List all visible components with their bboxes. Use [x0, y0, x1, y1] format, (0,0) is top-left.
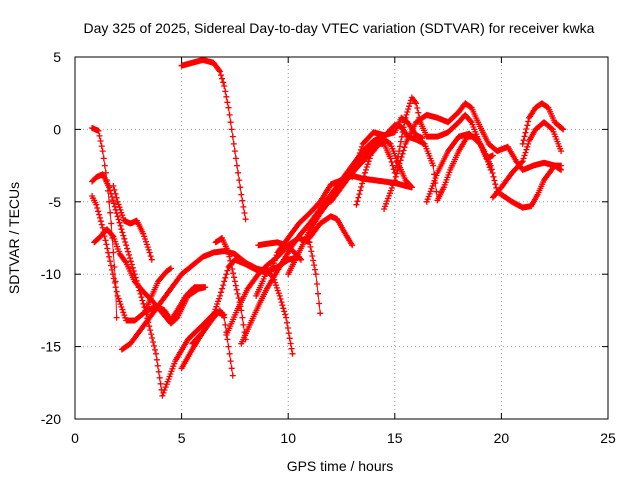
y-tick-label: -10 [41, 266, 61, 282]
series-markers [253, 268, 296, 357]
series-arc-24 [519, 100, 567, 147]
series-markers [178, 172, 415, 372]
x-axis-label: GPS time / hours [287, 458, 394, 474]
series-arc-15 [255, 239, 304, 263]
series-arc-12 [223, 235, 324, 338]
series-arc-18 [327, 94, 496, 205]
series-arc-05 [110, 182, 155, 263]
series-arc-23 [489, 119, 565, 201]
series-arc-21 [381, 100, 565, 212]
series-markers [223, 235, 324, 338]
x-tick-label: 5 [178, 430, 186, 446]
data-series-group [89, 56, 567, 399]
series-line [181, 175, 413, 369]
series-markers [91, 226, 209, 327]
series-line [240, 134, 385, 344]
y-tick-label: -5 [49, 194, 62, 210]
series-markers [178, 56, 249, 223]
series-arc-11 [212, 235, 249, 343]
series-markers [519, 100, 567, 147]
series-markers [238, 132, 388, 347]
series-arc-08 [178, 56, 249, 223]
series-markers [212, 235, 249, 343]
series-arc-14 [253, 268, 296, 357]
y-tick-label: -20 [41, 411, 61, 427]
series-markers [353, 135, 415, 208]
grid-lines [75, 57, 608, 419]
series-line [383, 102, 562, 210]
series-arc-04 [91, 226, 209, 327]
axis-ticks: 0 5 10 15 20 25 -20 -15 -10 -5 0 5 [41, 49, 616, 446]
series-markers [110, 182, 155, 263]
y-tick-label: 5 [53, 49, 61, 65]
series-arc-09 [178, 172, 415, 372]
x-tick-label: 0 [71, 430, 79, 446]
series-markers [423, 130, 565, 211]
series-line [181, 59, 247, 220]
x-tick-label: 15 [387, 430, 403, 446]
series-markers [189, 307, 236, 379]
series-arc-07 [142, 265, 174, 314]
series-markers [306, 213, 356, 249]
x-tick-label: 10 [280, 430, 296, 446]
series-markers [381, 100, 565, 212]
y-axis-label: SDTVAR / TECUs [6, 182, 22, 294]
chart-title: Day 325 of 2025, Sidereal Day-to-day VTE… [84, 20, 595, 36]
plot-frame [74, 56, 609, 420]
series-markers [489, 119, 565, 201]
series-arc-22 [423, 130, 565, 211]
series-markers [327, 94, 496, 205]
series-arc-17 [306, 213, 356, 249]
series-line [225, 237, 321, 336]
y-tick-label: 0 [53, 121, 61, 137]
y-tick-label: -15 [41, 339, 61, 355]
x-tick-label: 25 [600, 430, 616, 446]
series-arc-13 [238, 132, 388, 347]
series-arc-20 [353, 135, 415, 208]
x-tick-label: 20 [494, 430, 510, 446]
series-arc-10 [189, 307, 236, 379]
series-markers [142, 265, 174, 314]
series-markers [349, 114, 426, 181]
